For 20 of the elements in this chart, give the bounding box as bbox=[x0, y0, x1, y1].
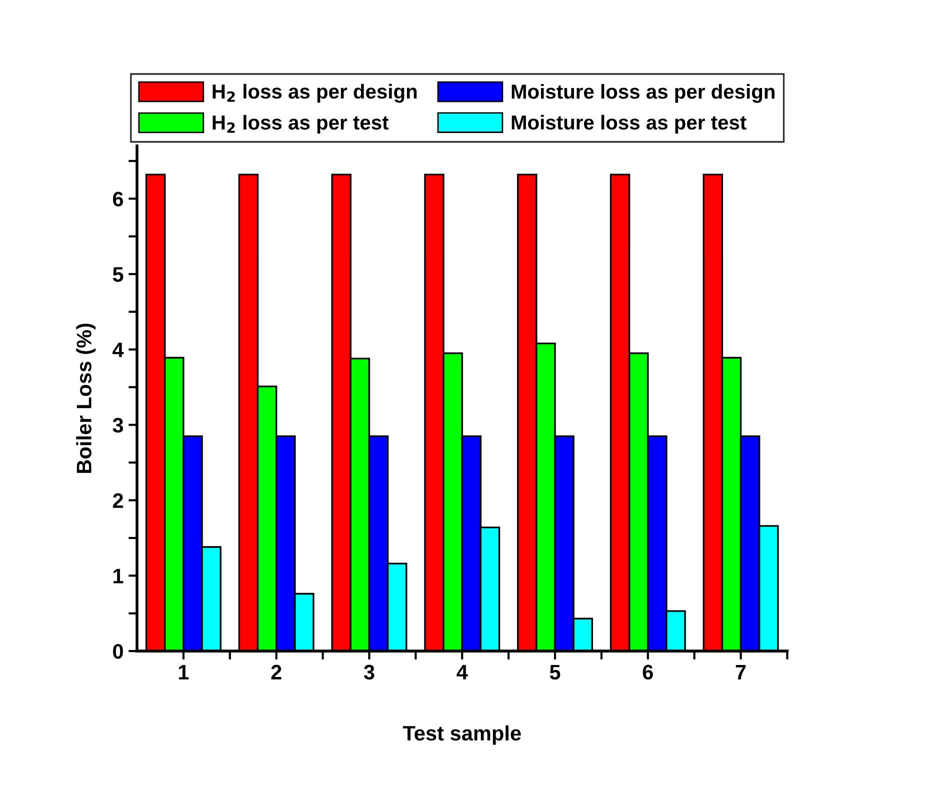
y-tick-label: 6 bbox=[112, 192, 124, 206]
x-axis-title: Test sample bbox=[402, 725, 521, 745]
y-tick-label: 1 bbox=[114, 568, 124, 584]
y-tick-label: 2 bbox=[112, 493, 123, 508]
y-tick-label: 5 bbox=[112, 267, 124, 282]
x-tick-label: 2 bbox=[271, 664, 282, 680]
x-tick-label: 1 bbox=[178, 665, 189, 680]
y-tick-label: 4 bbox=[112, 342, 124, 358]
y-tick-label: 0 bbox=[113, 644, 123, 659]
legend-label: Moisture loss as per test bbox=[512, 114, 746, 134]
y-tick-label: 3 bbox=[112, 418, 124, 433]
legend-label: Moisture loss as per design bbox=[512, 84, 774, 103]
x-tick-label: 3 bbox=[364, 664, 374, 680]
x-tick-label: 4 bbox=[456, 665, 468, 680]
x-tick-label: 7 bbox=[736, 665, 746, 680]
legend-label: H$_{2}$ loss as per design bbox=[212, 84, 417, 103]
x-tick-label: 6 bbox=[642, 664, 653, 680]
legend-label: H$_{2}$ loss as per test bbox=[212, 114, 389, 134]
y-axis-title: Boiler Loss (%) bbox=[76, 324, 96, 473]
x-tick-label: 5 bbox=[550, 665, 560, 680]
